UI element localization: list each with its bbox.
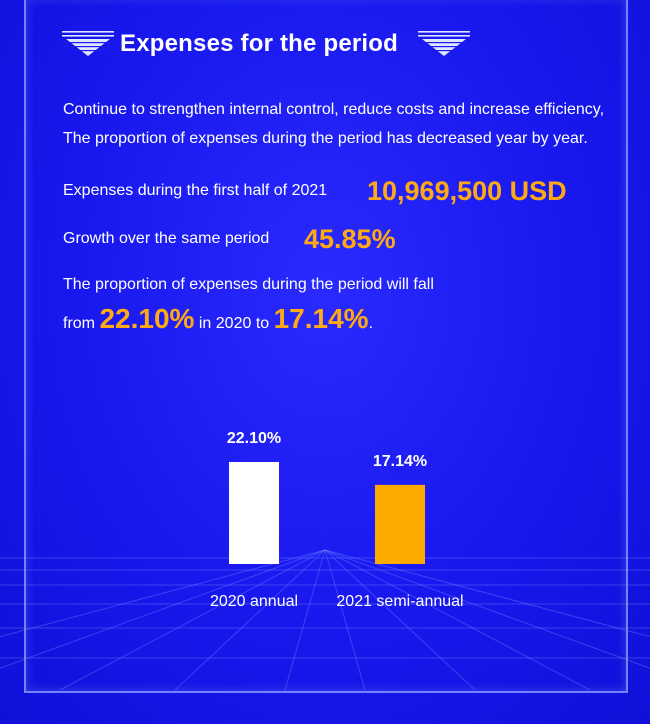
bar-1 [229,462,279,564]
chevron-down-icon [418,31,470,56]
chevron-down-icon [62,31,114,56]
proportion-middle-text: in 2020 to [198,315,270,332]
growth-label: Growth over the same period [63,230,270,247]
intro-line-1: Continue to strengthen internal control,… [63,101,605,118]
proportion-line-2: from 22.10% in 2020 to 17.14%. [63,303,373,335]
growth-value: 45.85% [304,224,396,254]
page-title: Expenses for the period [120,30,398,57]
bar-value-label: 22.10% [227,430,281,447]
bar-value-label: 17.14% [373,453,427,470]
proportion-from-word: from [63,315,95,332]
perspective-grid [0,549,650,690]
intro-line-2: The proportion of expenses during the pe… [63,130,588,147]
expenses-value: 10,969,500 USD [367,176,567,206]
proportion-end: . [368,315,374,332]
category-label: 2021 semi-annual [336,593,463,610]
title-bar: Expenses for the period [0,26,650,62]
proportion-line-1: The proportion of expenses during the pe… [63,276,434,293]
proportion-from-value: 22.10% [99,303,195,334]
category-label: 2020 annual [210,593,298,610]
content-frame [24,0,628,693]
proportion-to-value: 17.14% [273,303,369,334]
expenses-label: Expenses during the first half of 2021 [63,182,328,199]
bar-2 [375,484,425,564]
